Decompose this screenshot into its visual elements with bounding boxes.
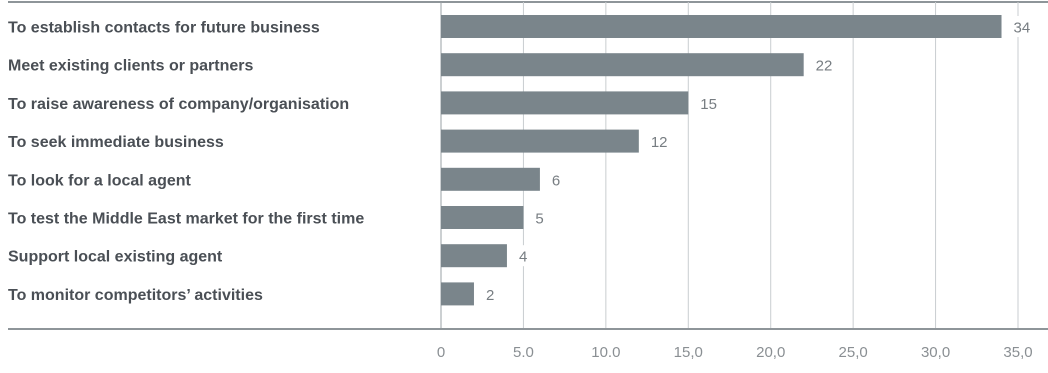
- category-label: To look for a local agent: [8, 172, 192, 189]
- value-label-backing: [1008, 16, 1039, 37]
- value-label-backing: [530, 207, 552, 228]
- value-label: 12: [651, 134, 668, 151]
- x-tick-label: 30,0: [921, 344, 950, 361]
- category-labels: To establish contacts for future busines…: [8, 20, 364, 304]
- value-label-backing: [513, 245, 535, 267]
- x-tick-label: 5.0: [513, 344, 534, 361]
- value-label-backing: [645, 130, 676, 152]
- bar: [441, 129, 639, 153]
- bar: [441, 15, 1002, 38]
- bars: [441, 15, 1002, 306]
- value-label-backing: [810, 54, 841, 76]
- value-labels: 34 22 15 12 6 5 4 2: [480, 16, 1039, 305]
- value-label: 2: [486, 287, 494, 304]
- value-label-backing: [480, 283, 502, 305]
- category-label: Support local existing agent: [8, 249, 223, 266]
- x-tick-label: 20,0: [756, 344, 785, 361]
- bar: [441, 206, 524, 229]
- value-label: 6: [552, 172, 560, 189]
- value-label-backing: [695, 92, 726, 114]
- category-label: Meet existing clients or partners: [8, 58, 254, 75]
- bar: [441, 244, 507, 268]
- x-tick-label: 25,0: [839, 344, 868, 361]
- bar: [441, 167, 540, 191]
- value-label: 5: [535, 211, 543, 228]
- value-label: 4: [519, 249, 527, 266]
- bar: [441, 91, 689, 115]
- x-tick-label: 15,0: [674, 344, 703, 361]
- x-tick-label: 10.0: [591, 344, 620, 361]
- x-tick-label: 35,0: [1003, 344, 1032, 361]
- value-label: 34: [1014, 20, 1031, 37]
- category-label: To monitor competitors’ activities: [8, 287, 263, 304]
- bar: [441, 53, 804, 77]
- category-label: To test the Middle East market for the f…: [8, 211, 364, 228]
- value-label: 22: [816, 58, 833, 75]
- category-label: To establish contacts for future busines…: [8, 20, 320, 37]
- value-label: 15: [700, 96, 717, 113]
- x-tick-label: 0: [437, 344, 445, 361]
- category-label: To seek immediate business: [8, 134, 224, 151]
- gridlines: [440, 2, 1019, 329]
- category-label: To raise awareness of company/organisati…: [8, 96, 349, 113]
- x-axis-ticks: 0 5.0 10.0 15,0 20,0 25,0 30,0 35,0: [437, 344, 1033, 361]
- value-label-backing: [546, 168, 568, 190]
- bar: [441, 282, 474, 306]
